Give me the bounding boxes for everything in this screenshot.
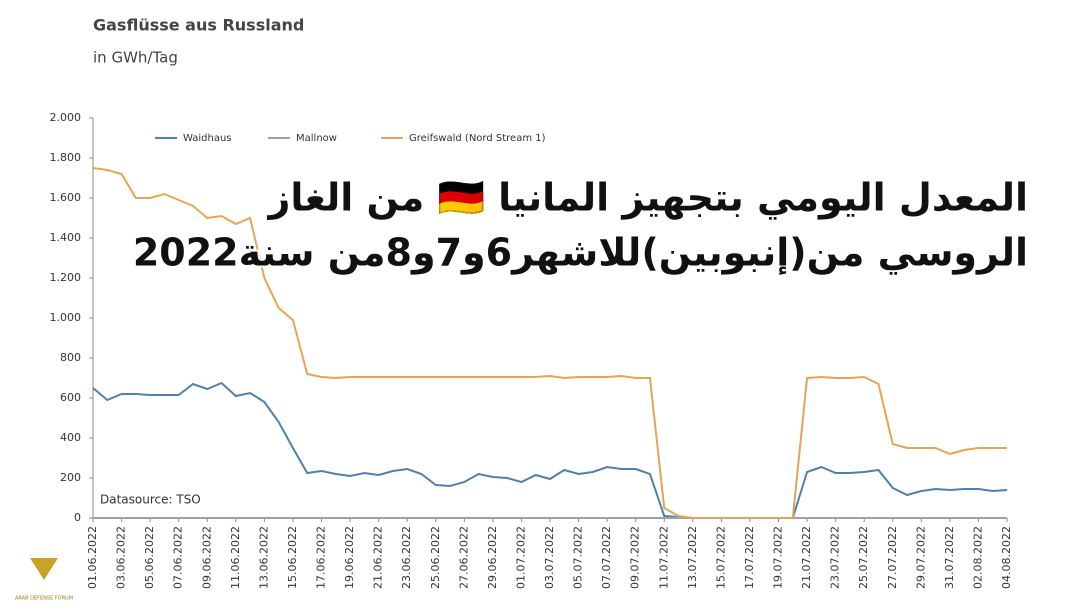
x-tick-label: 19.06.2022 xyxy=(343,526,356,589)
x-tick-label: 03.06.2022 xyxy=(115,526,128,589)
x-tick-label: 21.07.2022 xyxy=(800,526,813,589)
annotation: الروسي من(إنبوبين)للاشهر6و7و8من سنة2022 xyxy=(133,231,1028,276)
x-tick-label: 17.06.2022 xyxy=(315,526,328,589)
x-tick-label: 27.07.2022 xyxy=(886,526,899,589)
x-tick-label: 09.06.2022 xyxy=(200,526,213,589)
source: Datasource: TSO xyxy=(100,493,201,507)
x-tick-label: 02.08.2022 xyxy=(971,526,984,589)
x-tick-label: 25.07.2022 xyxy=(857,526,870,589)
y-tick-label: 800 xyxy=(60,351,81,364)
x-tick-label: 31.07.2022 xyxy=(943,526,956,589)
legend-label: Mallnow xyxy=(296,133,337,144)
x-tick-label: 07.06.2022 xyxy=(172,526,185,589)
x-tick-label: 23.07.2022 xyxy=(829,526,842,589)
x-tick-label: 11.07.2022 xyxy=(657,526,670,589)
x-tick-label: 07.07.2022 xyxy=(600,526,613,589)
x-tick-label: 29.06.2022 xyxy=(486,526,499,589)
y-tick-label: 1.200 xyxy=(50,271,82,284)
y-tick-label: 1.800 xyxy=(50,151,82,164)
legend-label: Waidhaus xyxy=(183,133,232,144)
y-tick-label: 200 xyxy=(60,471,81,484)
x-tick-label: 03.07.2022 xyxy=(543,526,556,589)
chart-subtitle: in GWh/Tag xyxy=(93,49,178,67)
x-tick-label: 04.08.2022 xyxy=(1000,526,1013,589)
x-tick-label: 21.06.2022 xyxy=(372,526,385,589)
annotation: المعدل اليومي بتجهيز المانيا 🇩🇪 من الغاز xyxy=(266,176,1028,220)
x-tick-label: 09.07.2022 xyxy=(629,526,642,589)
x-tick-label: 13.07.2022 xyxy=(686,526,699,589)
y-tick-label: 0 xyxy=(74,511,81,524)
y-tick-label: 600 xyxy=(60,391,81,404)
x-tick-label: 11.06.2022 xyxy=(229,526,242,589)
x-tick-label: 15.07.2022 xyxy=(714,526,727,589)
series-line xyxy=(92,381,1008,519)
y-tick-label: 2.000 xyxy=(50,111,82,124)
x-tick-label: 15.06.2022 xyxy=(286,526,299,589)
logo: ARAB DEFENSE FORUM xyxy=(15,558,73,602)
x-tick-label: 01.06.2022 xyxy=(86,526,99,589)
y-tick-label: 400 xyxy=(60,431,81,444)
x-tick-label: 05.07.2022 xyxy=(572,526,585,589)
chart-title: Gasflüsse aus Russland xyxy=(93,16,304,35)
series-line xyxy=(92,167,1007,519)
x-tick-label: 23.06.2022 xyxy=(400,526,413,589)
x-tick-label: 25.06.2022 xyxy=(429,526,442,589)
x-tick-label: 17.07.2022 xyxy=(743,526,756,589)
x-tick-label: 19.07.2022 xyxy=(772,526,785,589)
y-tick-label: 1.000 xyxy=(50,311,82,324)
y-tick-label: 1.600 xyxy=(50,191,82,204)
y-tick-label: 1.400 xyxy=(50,231,82,244)
watermark: ARAB DEFENSE FORUM xyxy=(15,596,73,602)
legend-label: Greifswald (Nord Stream 1) xyxy=(409,133,546,144)
x-tick-label: 01.07.2022 xyxy=(514,526,527,589)
logo-shape xyxy=(30,558,58,580)
x-tick-label: 05.06.2022 xyxy=(143,526,156,589)
x-tick-label: 27.06.2022 xyxy=(457,526,470,589)
x-tick-label: 29.07.2022 xyxy=(914,526,927,589)
x-tick-label: 13.06.2022 xyxy=(257,526,270,589)
